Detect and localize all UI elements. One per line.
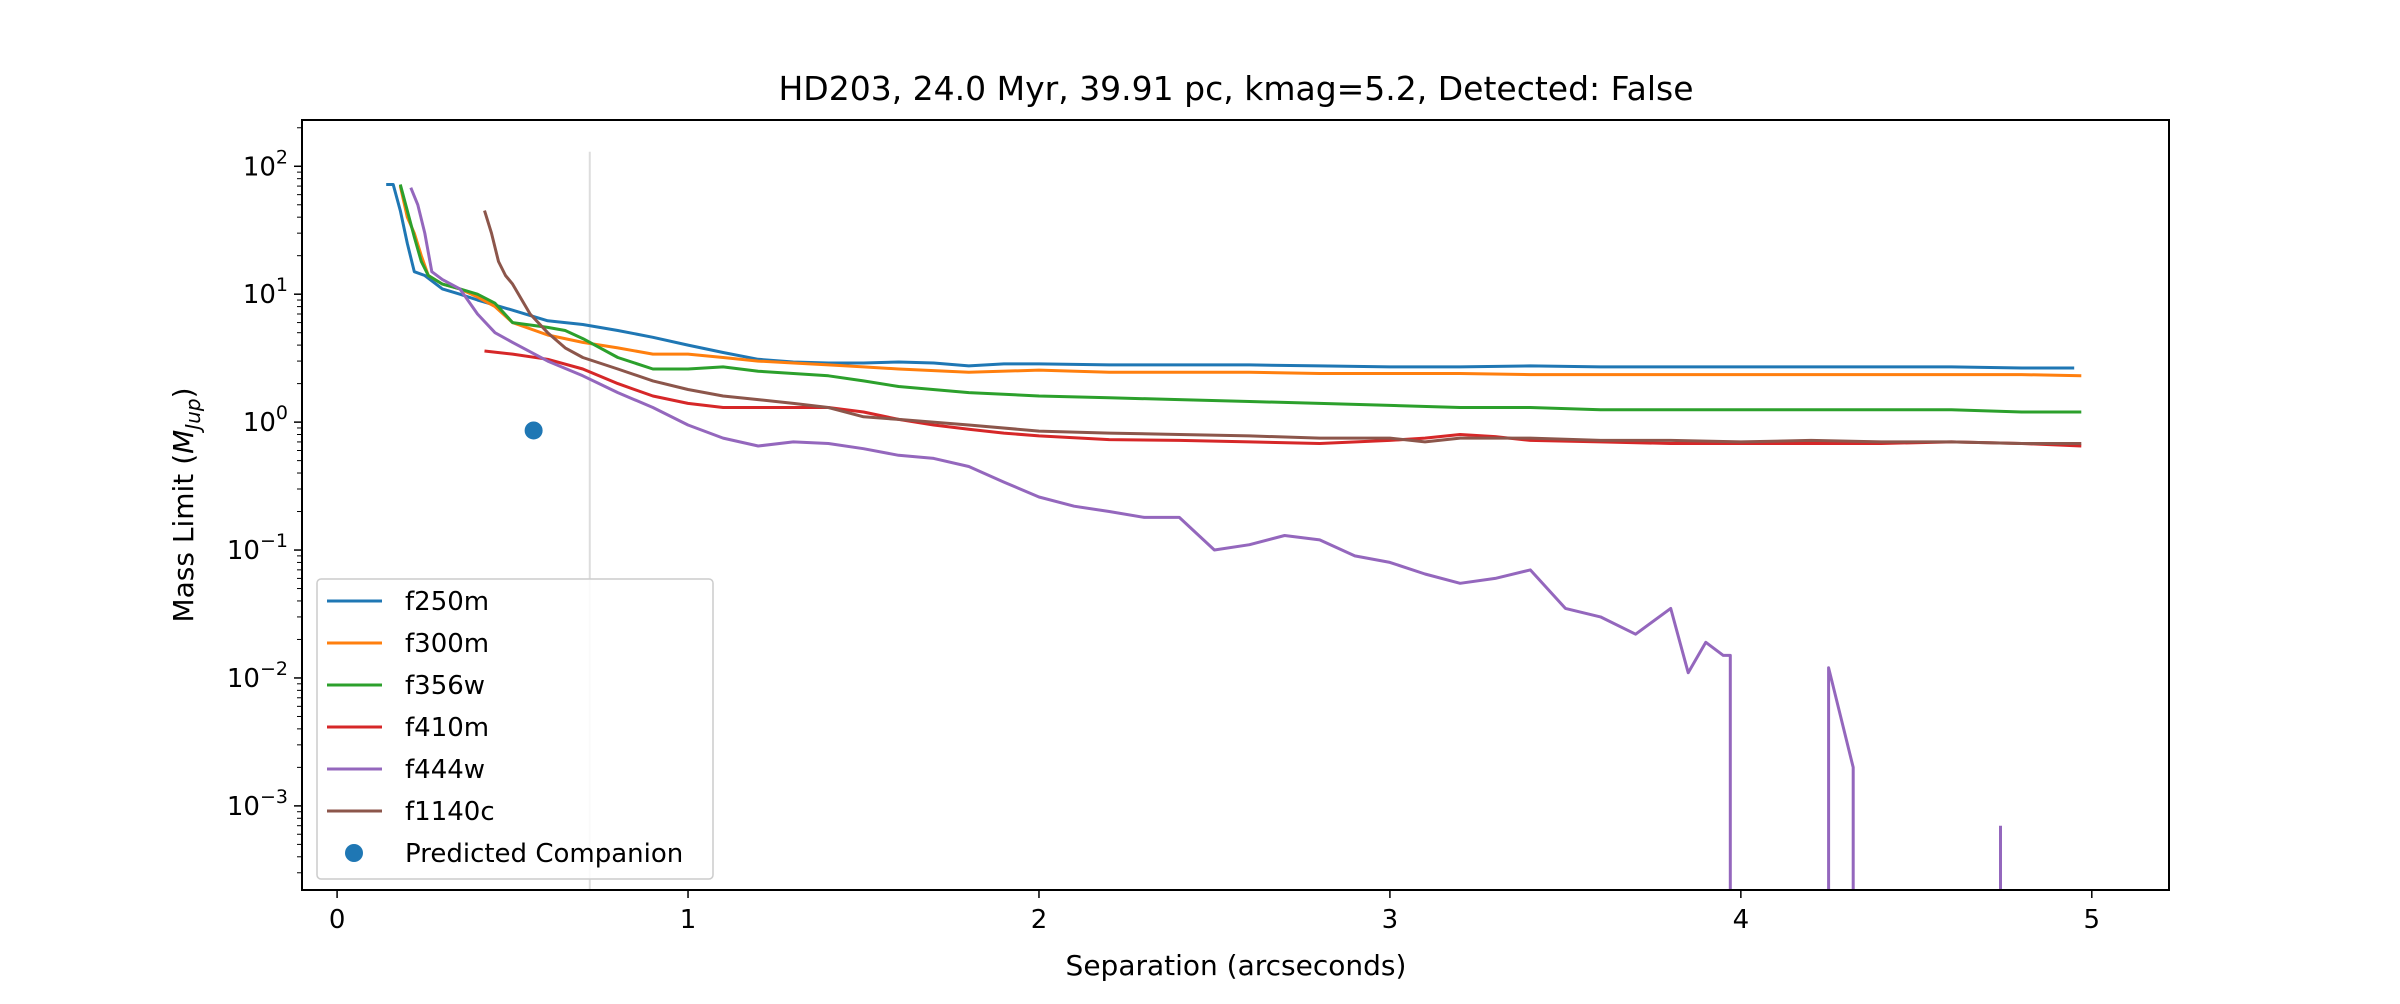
series-line-f356w [398, 184, 2082, 414]
legend-box [316, 578, 714, 880]
x-tick-label: 4 [1733, 905, 1750, 935]
y-axis-label-close: ) [167, 387, 200, 398]
x-tick-label: 1 [680, 905, 697, 935]
x-tick-label: 3 [1382, 905, 1399, 935]
x-tick-label: 0 [329, 905, 346, 935]
legend-label-f1140c: f1140c [405, 797, 495, 827]
y-axis-label-subscript: Jup [181, 398, 205, 433]
predicted-companion-point [524, 421, 543, 440]
x-tick-label: 2 [1031, 905, 1048, 935]
x-axis-label: Separation (arcseconds) [1066, 949, 1407, 982]
y-axis-label-main: Mass Limit ( [167, 454, 200, 623]
legend-swatch-predicted-companion [345, 844, 363, 862]
legend-label-f300m: f300m [405, 629, 489, 659]
y-axis-label-symbol: M [167, 430, 200, 454]
legend-label-predicted-companion: Predicted Companion [405, 839, 683, 869]
legend-label-f250m: f250m [405, 587, 489, 617]
y-axis-label: Mass Limit (MJup) [167, 387, 205, 622]
y-tick-label: 101 [243, 274, 288, 310]
series-line-f300m [398, 185, 2082, 378]
y-tick-label: 100 [243, 402, 288, 438]
y-tick-label: 10−3 [227, 786, 288, 822]
series-line-f410m [484, 349, 2082, 448]
series-line-f250m [386, 183, 2075, 370]
legend-label-f444w: f444w [405, 755, 485, 785]
y-tick-label: 102 [243, 146, 288, 182]
legend-label-f356w: f356w [405, 671, 485, 701]
y-tick-label: 10−2 [227, 658, 288, 694]
y-axis: 102 101 100 10−1 10−2 10−3 [227, 127, 302, 874]
x-axis: 0 1 2 3 4 5 [329, 890, 2100, 935]
series-line-f444w [409, 187, 2002, 890]
series-line-f1140c [483, 210, 2082, 445]
x-tick-label: 5 [2084, 905, 2101, 935]
series-layer [386, 151, 2082, 890]
legend: f250m f300m f356w f410m f444w f1140c Predicted… [316, 578, 714, 880]
legend-label-f410m: f410m [405, 713, 489, 743]
chart-title: HD203, 24.0 Myr, 39.91 pc, kmag=5.2, Det… [778, 69, 1693, 108]
plot-area-frame [301, 119, 2170, 891]
y-tick-label: 10−1 [227, 530, 288, 566]
